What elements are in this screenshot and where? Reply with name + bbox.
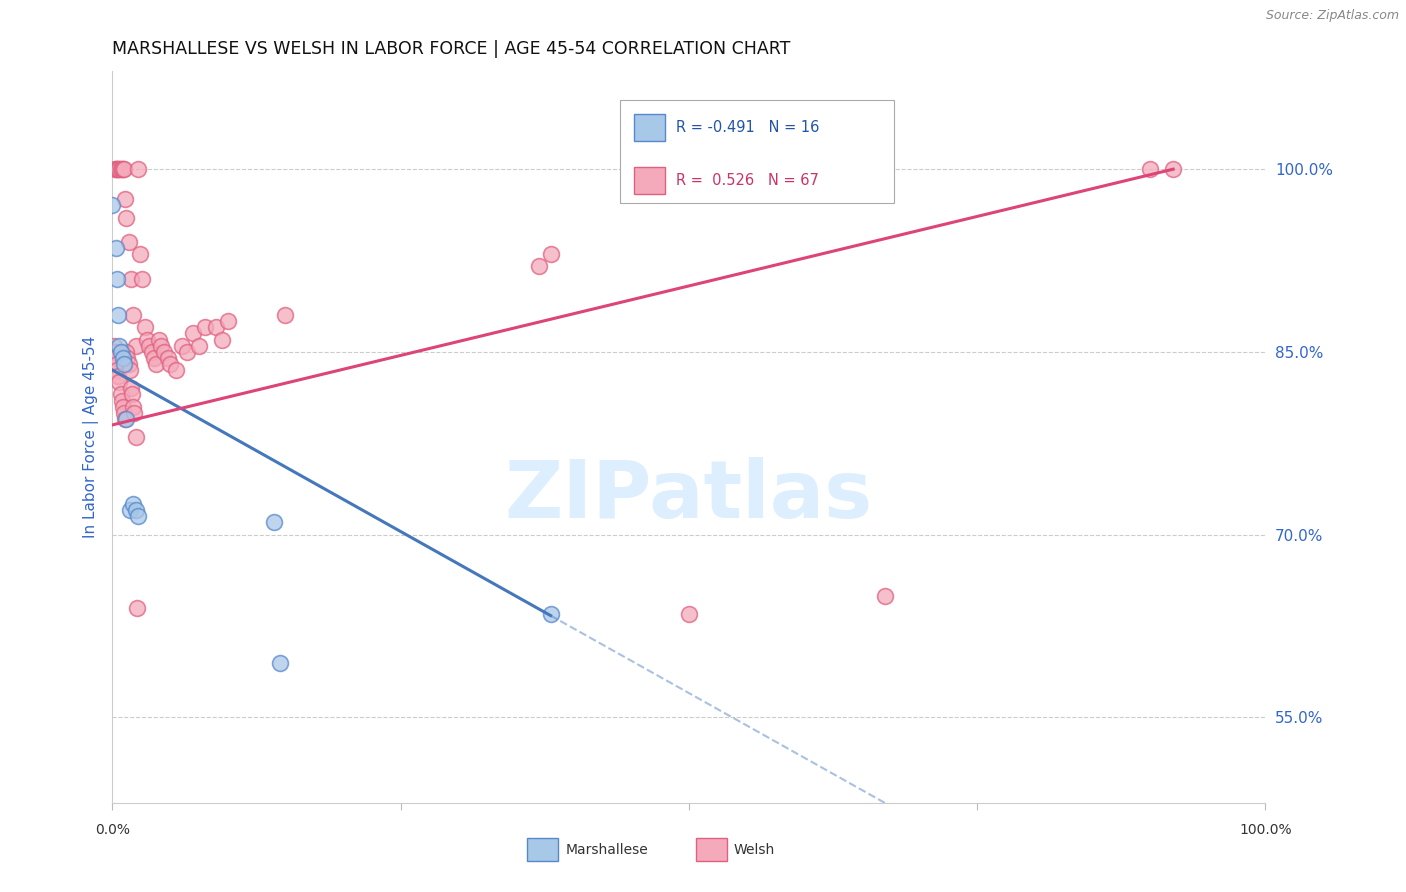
Point — [121, 387, 143, 401]
Text: 100.0%: 100.0% — [1239, 823, 1292, 837]
Point — [194, 320, 217, 334]
Point — [205, 320, 228, 334]
Point — [176, 344, 198, 359]
Point — [217, 314, 239, 328]
Point — [127, 509, 149, 524]
Text: Source: ZipAtlas.com: Source: ZipAtlas.com — [1265, 9, 1399, 22]
Point — [104, 351, 127, 365]
Point — [134, 320, 156, 334]
Point — [138, 339, 160, 353]
Point — [117, 357, 139, 371]
Point — [527, 260, 550, 274]
Point — [117, 351, 139, 365]
Point — [1139, 161, 1161, 176]
Point — [125, 600, 148, 615]
Point — [120, 381, 142, 395]
Point — [104, 161, 127, 176]
Point — [107, 369, 129, 384]
Point — [110, 344, 132, 359]
Point — [108, 376, 131, 390]
Point — [122, 308, 145, 322]
Point — [122, 497, 145, 511]
Point — [211, 333, 233, 347]
Point — [124, 503, 146, 517]
Point — [540, 247, 562, 261]
Text: R = -0.491   N = 16: R = -0.491 N = 16 — [676, 120, 820, 135]
Point — [108, 161, 131, 176]
Point — [114, 193, 136, 207]
Point — [111, 393, 134, 408]
Point — [540, 607, 562, 621]
Point — [181, 326, 204, 341]
Point — [105, 363, 128, 377]
Point — [115, 412, 138, 426]
Point — [118, 503, 141, 517]
Point — [122, 400, 145, 414]
Point — [111, 400, 134, 414]
Point — [112, 406, 135, 420]
Point — [165, 363, 187, 377]
Point — [111, 161, 134, 176]
Point — [120, 271, 142, 285]
Point — [156, 351, 179, 365]
Point — [136, 333, 159, 347]
Point — [1161, 161, 1184, 176]
Point — [127, 161, 149, 176]
Point — [105, 161, 128, 176]
Point — [101, 198, 124, 212]
Point — [148, 333, 170, 347]
Point — [104, 241, 127, 255]
Point — [159, 357, 181, 371]
Text: R =  0.526   N = 67: R = 0.526 N = 67 — [676, 173, 818, 188]
Point — [145, 357, 167, 371]
Point — [188, 339, 211, 353]
Point — [143, 351, 166, 365]
Point — [149, 339, 172, 353]
Point — [131, 271, 153, 285]
Point — [105, 271, 128, 285]
Point — [269, 656, 291, 670]
Point — [105, 357, 128, 371]
Point — [112, 161, 135, 176]
Point — [153, 344, 176, 359]
Point — [124, 406, 146, 420]
Point — [274, 308, 297, 322]
Text: Welsh: Welsh — [734, 843, 775, 856]
Point — [129, 247, 152, 261]
Point — [873, 589, 896, 603]
Point — [111, 351, 134, 365]
Point — [124, 430, 146, 444]
Point — [103, 339, 125, 353]
Point — [678, 607, 700, 621]
Point — [108, 339, 131, 353]
Text: MARSHALLESE VS WELSH IN LABOR FORCE | AGE 45-54 CORRELATION CHART: MARSHALLESE VS WELSH IN LABOR FORCE | AG… — [112, 40, 790, 58]
Point — [110, 387, 132, 401]
Point — [118, 363, 141, 377]
Text: ZIPatlas: ZIPatlas — [505, 457, 873, 534]
Point — [263, 516, 285, 530]
Point — [114, 412, 136, 426]
Y-axis label: In Labor Force | Age 45-54: In Labor Force | Age 45-54 — [83, 336, 98, 538]
Point — [110, 161, 132, 176]
Point — [112, 357, 135, 371]
Point — [124, 339, 146, 353]
Point — [104, 344, 127, 359]
Text: Marshallese: Marshallese — [565, 843, 648, 856]
Point — [115, 211, 138, 225]
Text: 0.0%: 0.0% — [96, 823, 129, 837]
Point — [111, 161, 134, 176]
Point — [117, 235, 139, 249]
Point — [104, 161, 127, 176]
Point — [107, 308, 129, 322]
Point — [141, 344, 163, 359]
Point — [107, 161, 129, 176]
Point — [170, 339, 193, 353]
Point — [115, 344, 138, 359]
